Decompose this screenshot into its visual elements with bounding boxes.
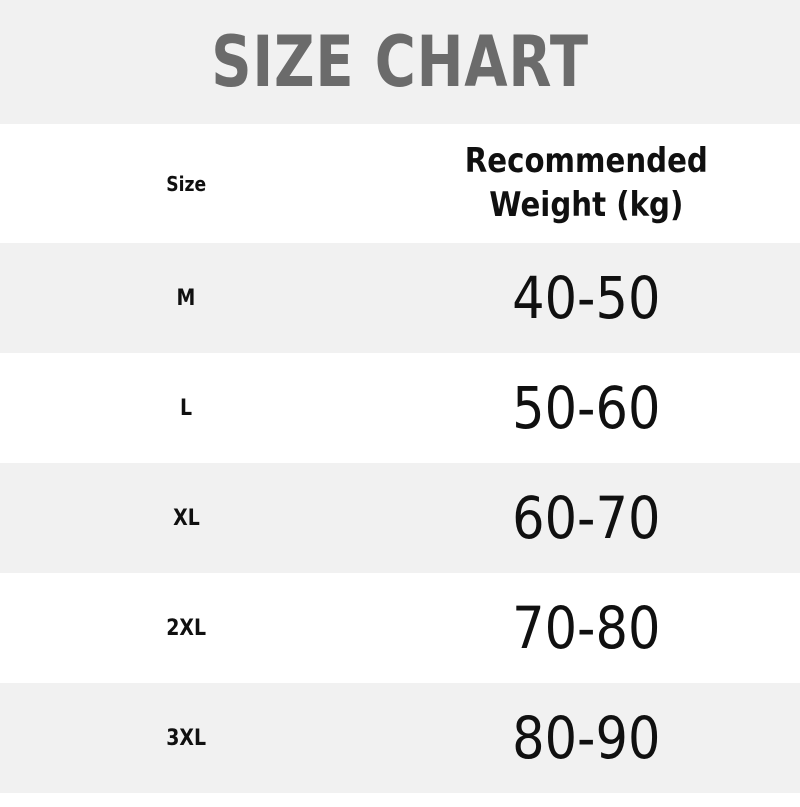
cell-weight: 70-80 [372, 573, 800, 683]
table-row: L 50-60 [0, 353, 800, 463]
cell-weight-value: 50-60 [511, 374, 661, 442]
cell-size-label: 2XL [166, 615, 206, 641]
cell-size: L [0, 353, 372, 463]
size-chart-table: Size Recommended Weight (kg) M [0, 124, 800, 793]
column-header-weight-line2: Weight (kg) [488, 184, 684, 225]
table-row: M 40-50 [0, 243, 800, 353]
table-header-row: Size Recommended Weight (kg) [0, 124, 800, 243]
cell-size-label: M [176, 285, 196, 311]
cell-size: XL [0, 463, 372, 573]
cell-weight-value: 80-90 [511, 704, 661, 772]
column-header-weight-line1: Recommended [464, 140, 708, 181]
cell-weight: 40-50 [372, 243, 800, 353]
title-band: SIZE CHART [0, 0, 800, 124]
cell-size-label: 3XL [166, 725, 206, 751]
bottom-spacer [0, 793, 800, 807]
page-title: SIZE CHART [211, 21, 589, 103]
cell-weight: 80-90 [372, 683, 800, 793]
cell-size-label: L [179, 395, 193, 421]
cell-size-label: XL [172, 505, 200, 531]
cell-weight: 60-70 [372, 463, 800, 573]
cell-size: 3XL [0, 683, 372, 793]
column-header-size-label: Size [166, 171, 206, 196]
table-row: XL 60-70 [0, 463, 800, 573]
cell-size: 2XL [0, 573, 372, 683]
cell-weight-value: 60-70 [511, 484, 661, 552]
cell-weight: 50-60 [372, 353, 800, 463]
column-header-weight: Recommended Weight (kg) [372, 124, 800, 243]
cell-size: M [0, 243, 372, 353]
cell-weight-value: 40-50 [511, 264, 661, 332]
cell-weight-value: 70-80 [511, 594, 661, 662]
table-row: 2XL 70-80 [0, 573, 800, 683]
table-row: 3XL 80-90 [0, 683, 800, 793]
column-header-size: Size [0, 124, 372, 243]
